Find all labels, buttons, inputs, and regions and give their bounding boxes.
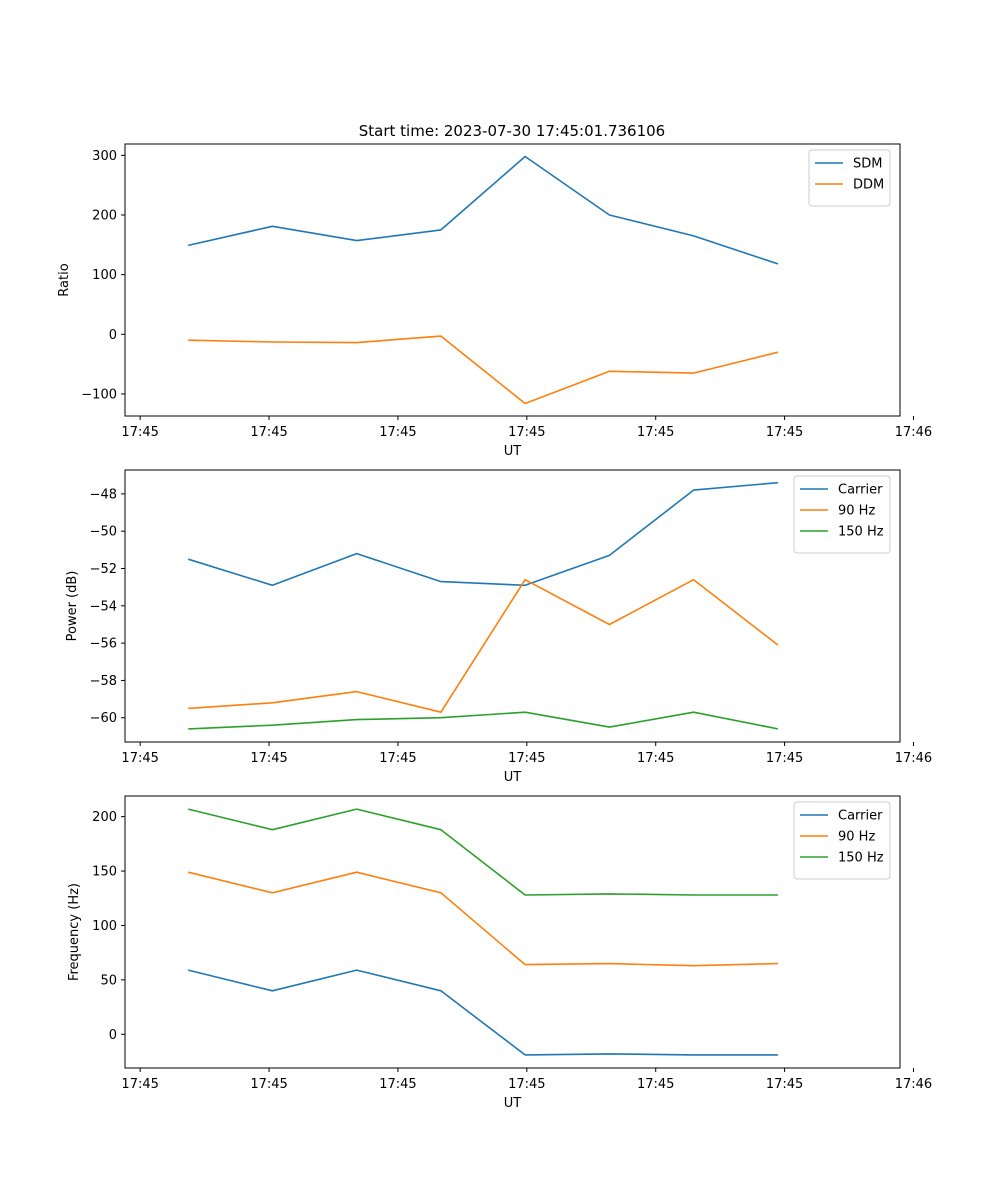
frequency-legend: Carrier 90 Hz 150 Hz bbox=[793, 801, 891, 880]
ratio-y-tick-label: 300 bbox=[92, 149, 117, 164]
frequency-x-tick-label: 17:45 bbox=[379, 1077, 416, 1092]
ratio-y-tick-label: 0 bbox=[109, 328, 117, 343]
power-y-tick-label: −48 bbox=[90, 487, 117, 502]
frequency-series-line-carrier bbox=[188, 969, 778, 1056]
power-series-line-carrier bbox=[187, 481, 778, 587]
ratio-panel: 17:45 17:45 17:45 17:45 17:45 17:45 17:46 −100 0… bbox=[57, 143, 932, 459]
frequency-axes-frame bbox=[124, 795, 901, 1069]
power-series-line-90-hz bbox=[188, 578, 779, 714]
power-y-tick-label: −56 bbox=[90, 637, 117, 652]
frequency-series-line-90-hz bbox=[188, 871, 778, 967]
ratio-x-axis-label: UT bbox=[504, 444, 522, 459]
frequency-x-tick-label: 17:45 bbox=[121, 1077, 158, 1092]
frequency-x-tick-label: 17:45 bbox=[637, 1077, 674, 1092]
ratio-legend-label-sdm: SDM bbox=[853, 157, 882, 172]
power-legend-label-150-hz: 150 Hz bbox=[838, 525, 884, 540]
frequency-x-tick-label: 17:45 bbox=[766, 1077, 803, 1092]
frequency-x-tick-label: 17:46 bbox=[895, 1077, 932, 1092]
ratio-axes-frame bbox=[124, 143, 901, 417]
power-axes-frame bbox=[124, 469, 901, 743]
ratio-y-tick-label: 100 bbox=[92, 268, 117, 283]
frequency-legend-label-90-hz: 90 Hz bbox=[838, 830, 875, 845]
power-x-tick-label: 17:45 bbox=[121, 751, 158, 766]
ratio-legend: SDM DDM bbox=[808, 149, 891, 207]
frequency-panel: 17:45 17:45 17:45 17:45 17:45 17:45 17:46 0 50 10… bbox=[67, 795, 932, 1111]
frequency-y-axis-label: Frequency (Hz) bbox=[67, 883, 82, 981]
power-x-tick-label: 17:45 bbox=[250, 751, 287, 766]
ratio-x-tick-label: 17:46 bbox=[895, 425, 932, 440]
frequency-y-tick-label: 200 bbox=[92, 810, 117, 825]
frequency-y-tick-label: 100 bbox=[92, 919, 117, 934]
frequency-x-tick-label: 17:45 bbox=[508, 1077, 545, 1092]
ratio-x-tick-label: 17:45 bbox=[766, 425, 803, 440]
power-legend-label-90-hz: 90 Hz bbox=[838, 504, 875, 519]
power-legend-box bbox=[793, 475, 891, 554]
power-y-tick-label: −60 bbox=[90, 711, 117, 726]
ratio-legend-box bbox=[808, 149, 891, 207]
ratio-legend-label-ddm: DDM bbox=[853, 178, 884, 193]
power-x-tick-label: 17:45 bbox=[766, 751, 803, 766]
power-x-tick-label: 17:46 bbox=[895, 751, 932, 766]
frequency-legend-label-150-hz: 150 Hz bbox=[838, 851, 884, 866]
power-x-tick-label: 17:45 bbox=[379, 751, 416, 766]
power-legend-label-carrier: Carrier bbox=[838, 483, 883, 498]
power-series-line-150-hz bbox=[188, 711, 779, 730]
frequency-y-tick-label: 50 bbox=[100, 973, 117, 988]
ratio-x-tick-label: 17:45 bbox=[637, 425, 674, 440]
frequency-x-axis-label: UT bbox=[504, 1096, 522, 1111]
power-y-tick-label: −50 bbox=[90, 525, 117, 540]
ratio-x-tick-label: 17:45 bbox=[379, 425, 416, 440]
power-y-tick-label: −52 bbox=[90, 562, 117, 577]
power-y-tick-label: −58 bbox=[90, 674, 117, 689]
frequency-y-tick-label: 0 bbox=[109, 1028, 117, 1043]
power-x-tick-label: 17:45 bbox=[637, 751, 674, 766]
ratio-x-tick-label: 17:45 bbox=[508, 425, 545, 440]
ratio-x-tick-label: 17:45 bbox=[250, 425, 287, 440]
power-panel: 17:45 17:45 17:45 17:45 17:45 17:45 17:46 −60 −5… bbox=[65, 469, 932, 785]
ratio-series-line-sdm bbox=[188, 155, 779, 265]
power-y-axis-label: Power (dB) bbox=[65, 571, 80, 642]
power-legend: Carrier 90 Hz 150 Hz bbox=[793, 475, 891, 554]
ratio-series-line-ddm bbox=[188, 335, 779, 405]
ratio-y-tick-label: −100 bbox=[81, 387, 117, 402]
frequency-y-tick-label: 150 bbox=[92, 865, 117, 880]
frequency-x-tick-label: 17:45 bbox=[250, 1077, 287, 1092]
power-x-axis-label: UT bbox=[504, 770, 522, 785]
frequency-series-line-150-hz bbox=[188, 808, 778, 896]
frequency-legend-box bbox=[793, 801, 891, 880]
power-x-tick-label: 17:45 bbox=[508, 751, 545, 766]
ratio-y-tick-label: 200 bbox=[92, 208, 117, 223]
frequency-legend-label-carrier: Carrier bbox=[838, 809, 883, 824]
figure-title: Start time: 2023-07-30 17:45:01.736106 bbox=[359, 122, 665, 140]
ratio-x-tick-label: 17:45 bbox=[121, 425, 158, 440]
power-y-tick-label: −54 bbox=[90, 599, 117, 614]
ratio-y-axis-label: Ratio bbox=[57, 263, 72, 296]
